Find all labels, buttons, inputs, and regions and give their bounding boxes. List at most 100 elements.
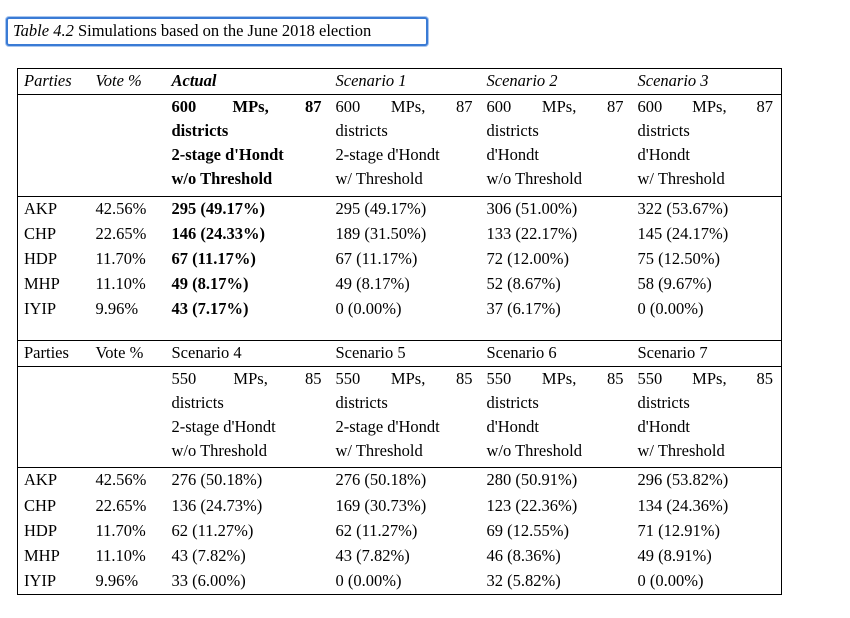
seat-value: 58 (9.67%)	[637, 273, 712, 293]
seat-value: 276 (50.18%)	[329, 467, 481, 494]
header-scenario-3: Scenario 3	[631, 68, 782, 96]
config-districts: districts	[171, 393, 224, 413]
spacer-cell	[632, 322, 782, 341]
config-cell: 600 MPs, 87 districts 2-stage d'Hondt w/o Thr…	[166, 95, 330, 196]
table-number: Table 4.2	[13, 21, 74, 40]
config-method: d'Hondt	[637, 417, 690, 437]
config-line-mps: 600 MPs, 87	[487, 95, 632, 119]
config-threshold: w/o Threshold	[171, 441, 267, 461]
config-cell: 550 MPs, 85 districts d'Hondt w/o Threshold	[481, 367, 632, 468]
header-vote: Vote %	[89, 68, 166, 96]
seat-value: 69 (12.55%)	[486, 520, 569, 540]
party-name: CHP	[24, 223, 57, 243]
table-row: MHP 11.10% 49 (8.17%) 49 (8.17%) 52 (8.67%) 5…	[18, 272, 782, 297]
seat-value: 189 (31.50%)	[335, 223, 427, 243]
party-name: IYIP	[24, 298, 57, 318]
config-districts: districts	[486, 393, 539, 413]
seat-value: 49 (8.17%)	[171, 273, 249, 293]
config-method: d'Hondt	[486, 145, 539, 165]
party-name: MHP	[24, 273, 60, 293]
seat-value: 322 (53.67%)	[631, 195, 782, 222]
config-mps: 600	[486, 97, 512, 117]
config-mps-label: MPs,	[233, 369, 268, 389]
config-mps: 550	[171, 369, 197, 389]
config-line-mps: 550 MPs, 85	[336, 367, 481, 391]
table-row: IYIP 9.96% 43 (7.17%) 0 (0.00%) 37 (6.17%) 0 …	[18, 297, 782, 322]
party-name: HDP	[24, 248, 58, 268]
config-line-mps: 550 MPs, 85	[638, 367, 782, 391]
config-threshold: w/ Threshold	[637, 169, 725, 189]
seat-value: 0 (0.00%)	[637, 570, 704, 590]
vote-share: 42.56%	[89, 195, 166, 222]
vote-share: 22.65%	[95, 495, 147, 515]
config-threshold: w/ Threshold	[637, 441, 725, 461]
table-row: HDP 11.70% 67 (11.17%) 67 (11.17%) 72 (12.00…	[18, 247, 782, 272]
table-title: Simulations based on the June 2018 elect…	[73, 21, 372, 40]
config-districts-n: 85	[305, 369, 322, 389]
seat-value: 49 (8.91%)	[637, 545, 712, 565]
vote-share: 11.10%	[95, 545, 146, 565]
table-row: MHP 11.10% 43 (7.82%) 43 (7.82%) 46 (8.36%) 4…	[18, 544, 782, 569]
spacer-cell	[18, 322, 90, 341]
seat-value: 306 (51.00%)	[480, 195, 632, 222]
config-row: 550 MPs, 85 districts 2-stage d'Hondt w/o Thr…	[18, 367, 782, 468]
spacer-cell	[330, 322, 481, 341]
config-mps-label: MPs,	[541, 97, 577, 117]
config-line-mps: 550 MPs, 85	[172, 367, 330, 391]
config-cell: 550 MPs, 85 districts 2-stage d'Hondt w/ Thre…	[330, 367, 481, 468]
table-caption[interactable]: Table 4.2 Simulations based on the June …	[6, 17, 428, 46]
config-method: 2-stage d'Hondt	[171, 145, 284, 165]
vote-share: 22.65%	[95, 223, 147, 243]
config-districts-n: 87	[304, 97, 322, 117]
vote-share: 11.70%	[95, 520, 146, 540]
seat-value: 49 (8.17%)	[335, 273, 410, 293]
vote-share: 11.70%	[95, 248, 146, 268]
seat-value: 72 (12.00%)	[486, 248, 569, 268]
config-mps-label: MPs,	[232, 97, 269, 117]
vote-share: 9.96%	[95, 298, 139, 318]
seat-value: 37 (6.17%)	[486, 298, 561, 318]
seat-value: 296 (53.82%)	[631, 467, 782, 494]
seat-value: 43 (7.82%)	[171, 545, 246, 565]
header-scenario-5: Scenario 5	[329, 339, 481, 368]
seat-value: 62 (11.27%)	[171, 520, 254, 540]
seat-value: 123 (22.36%)	[486, 495, 578, 515]
seat-value: 134 (24.36%)	[637, 495, 729, 515]
spacer-cell	[90, 322, 166, 341]
table-row: AKP 42.56% 276 (50.18%) 276 (50.18%) 280 (50…	[17, 467, 782, 494]
seat-value: 46 (8.36%)	[486, 545, 561, 565]
config-row: 600 MPs, 87 districts 2-stage d'Hondt w/o Thr…	[18, 95, 782, 196]
config-districts: districts	[335, 393, 388, 413]
config-method: d'Hondt	[637, 145, 690, 165]
seat-value: 133 (22.17%)	[486, 223, 578, 243]
seat-value: 52 (8.67%)	[486, 273, 561, 293]
config-districts-n: 87	[456, 97, 473, 117]
config-districts-n: 85	[607, 369, 624, 389]
table-row: IYIP 9.96% 33 (6.00%) 0 (0.00%) 32 (5.82%) 0 …	[18, 569, 782, 595]
table-row: HDP 11.70% 62 (11.27%) 62 (11.27%) 69 (12.55…	[18, 519, 782, 544]
config-cell: 550 MPs, 85 districts 2-stage d'Hondt w/o Thr…	[166, 367, 330, 468]
seat-value: 62 (11.27%)	[335, 520, 418, 540]
config-method: 2-stage d'Hondt	[171, 417, 276, 437]
header-scenario-1: Scenario 1	[329, 68, 481, 96]
seat-value: 67 (11.17%)	[335, 248, 418, 268]
seat-value: 67 (11.17%)	[171, 248, 256, 268]
seat-value: 32 (5.82%)	[486, 570, 561, 590]
spacer-cell	[166, 322, 330, 341]
header-actual: Actual	[165, 68, 330, 96]
vote-share: 9.96%	[95, 570, 139, 590]
config-mps: 550	[335, 369, 361, 389]
config-districts-n: 85	[456, 369, 473, 389]
vote-share: 11.10%	[95, 273, 146, 293]
config-mps-label: MPs,	[692, 97, 727, 117]
header-scenario-4: Scenario 4	[165, 339, 330, 368]
config-empty-parties	[18, 95, 90, 196]
config-method: 2-stage d'Hondt	[335, 145, 440, 165]
config-block: 550 MPs, 85 districts 2-stage d'Hondt w/o Thr…	[172, 367, 330, 463]
header-scenario-2: Scenario 2	[480, 68, 632, 96]
seat-value: 136 (24.73%)	[171, 495, 263, 515]
seat-value: 71 (12.91%)	[637, 520, 720, 540]
party-name: AKP	[17, 195, 90, 222]
config-mps-label: MPs,	[390, 369, 426, 389]
